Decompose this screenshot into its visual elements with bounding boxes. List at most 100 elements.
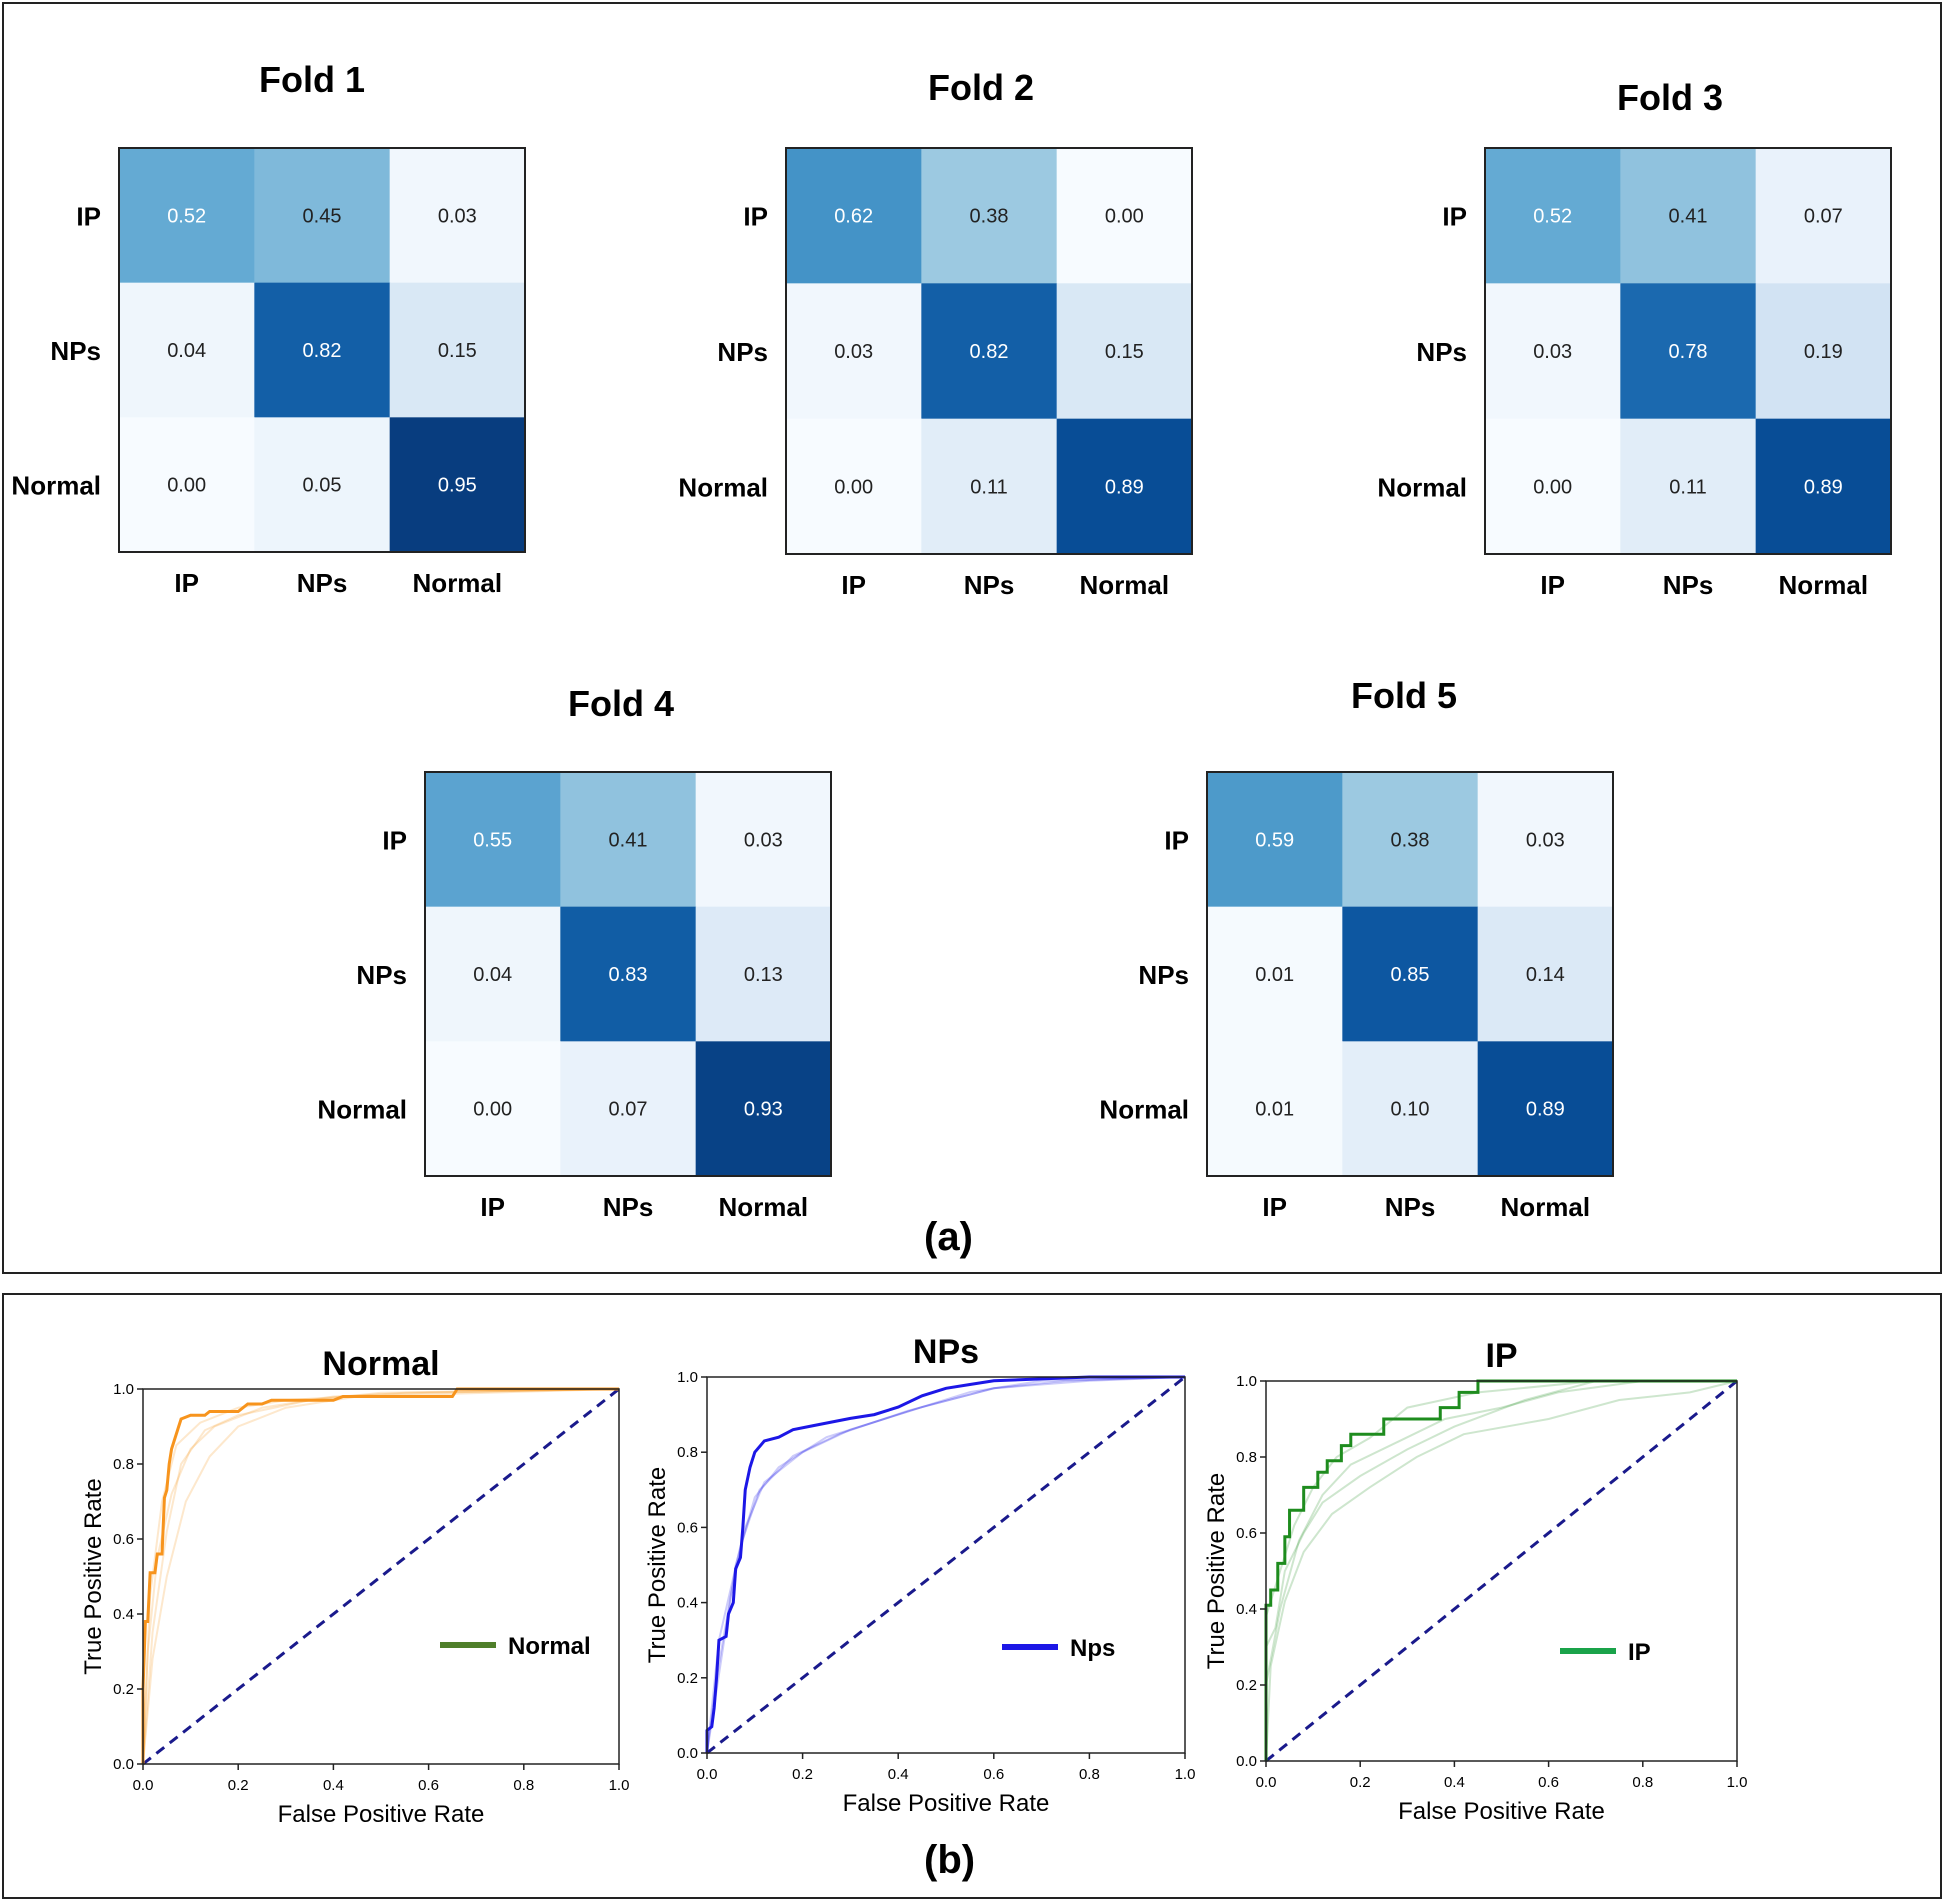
- cm-row-label: NPs: [356, 960, 407, 990]
- cm-cell-value: 0.41: [1669, 206, 1708, 228]
- roc-y-axis-label: True Positive Rate: [80, 1478, 107, 1675]
- roc-fold-curve: [1265, 1380, 1737, 1761]
- roc-legend-label: Normal: [508, 1633, 591, 1660]
- cm-row-label: IP: [1442, 202, 1467, 232]
- roc-y-tick-label: 1.0: [1236, 1373, 1257, 1390]
- cm-cell-value: 0.89: [1105, 476, 1144, 498]
- cm-cell: [389, 282, 526, 418]
- cm-cell: [1620, 148, 1757, 284]
- cm-row-label: IP: [382, 825, 407, 855]
- roc-x-tick-label: 0.0: [1256, 1774, 1277, 1791]
- cm-cell-value: 0.89: [1526, 1099, 1565, 1121]
- cm-col-label: Normal: [413, 568, 503, 598]
- cm-cell: [1755, 283, 1892, 420]
- roc-title: NPs: [913, 1333, 979, 1371]
- cm-cell-value: 0.59: [1255, 829, 1294, 851]
- panel-a-label: (a): [924, 1215, 973, 1259]
- cm-cell: [1207, 906, 1343, 1042]
- cm-cell-value: 0.03: [1526, 829, 1565, 851]
- cm-cell-value: 0.85: [1391, 964, 1430, 986]
- cm-cell-value: 0.83: [609, 964, 648, 986]
- cm-cell-value: 0.52: [1533, 206, 1572, 228]
- cm-cell: [1755, 418, 1892, 555]
- cm-cell: [560, 906, 697, 1042]
- roc-y-tick-label: 0.6: [677, 1519, 698, 1536]
- cm-row-label: IP: [1164, 825, 1189, 855]
- cm-cell-value: 0.04: [167, 340, 206, 362]
- cm-cell-value: 0.03: [744, 829, 783, 851]
- cm-cell: [1755, 148, 1892, 284]
- cm-row-label: Normal: [678, 472, 768, 502]
- roc-legend-label: Nps: [1070, 1635, 1115, 1662]
- cm-row-label: IP: [743, 202, 768, 232]
- cm-cell: [1207, 1041, 1343, 1177]
- cm-cell: [1056, 283, 1193, 420]
- cm-col-label: NPs: [1385, 1192, 1436, 1222]
- cm-cell: [1477, 1041, 1614, 1177]
- cm-title: Fold 1: [259, 59, 365, 100]
- cm-frame: [785, 147, 1193, 555]
- cm-col-label: NPs: [603, 1192, 654, 1222]
- cm-title: Fold 4: [568, 683, 674, 724]
- roc-x-tick-label: 0.4: [323, 1777, 344, 1794]
- cm-col-label: IP: [480, 1192, 505, 1222]
- cm-cell: [119, 417, 255, 553]
- roc-title: Normal: [322, 1345, 439, 1383]
- roc-chance-line: [706, 1375, 1186, 1755]
- cm-row-label: Normal: [1099, 1095, 1189, 1125]
- roc-x-tick-label: 0.2: [228, 1777, 249, 1794]
- roc-x-tick-label: 0.8: [1079, 1766, 1100, 1783]
- cm-col-label: NPs: [1663, 570, 1714, 600]
- cm-cell-value: 0.38: [1391, 829, 1430, 851]
- roc-x-axis-label: False Positive Rate: [278, 1801, 485, 1828]
- roc-x-tick-label: 0.6: [418, 1777, 439, 1794]
- cm-cell-value: 0.78: [1669, 341, 1708, 363]
- cm-title: Fold 5: [1351, 675, 1457, 716]
- cm-cell: [1485, 283, 1621, 420]
- roc-x-tick-label: 0.4: [1444, 1774, 1465, 1791]
- cm-cell-value: 0.62: [834, 206, 873, 228]
- roc-y-tick-label: 1.0: [113, 1381, 134, 1398]
- roc-x-tick-label: 1.0: [1175, 1766, 1196, 1783]
- cm-cell: [1207, 772, 1343, 908]
- roc-y-tick-label: 0.8: [677, 1444, 698, 1461]
- cm-cell-value: 0.95: [438, 475, 477, 497]
- cm-row-label: IP: [76, 201, 101, 231]
- cm-cell-value: 0.00: [473, 1099, 512, 1121]
- cm-cell-value: 0.82: [303, 340, 342, 362]
- cm-row-label: NPs: [50, 336, 101, 366]
- cm-cell: [1342, 772, 1479, 908]
- cm-cell: [254, 417, 391, 553]
- roc-x-tick-label: 0.0: [697, 1766, 718, 1783]
- cm-col-label: Normal: [1779, 570, 1869, 600]
- roc-x-axis-label: False Positive Rate: [843, 1790, 1050, 1817]
- cm-cell-value: 0.00: [167, 475, 206, 497]
- cm-cell: [1620, 418, 1757, 555]
- cm-cell-value: 0.89: [1804, 476, 1843, 498]
- roc-y-tick-label: 0.8: [1236, 1449, 1257, 1466]
- cm-cell: [254, 148, 391, 284]
- roc-y-tick-label: 1.0: [677, 1369, 698, 1386]
- cm-col-label: IP: [1262, 1192, 1287, 1222]
- cm-row-label: NPs: [1416, 337, 1467, 367]
- panel-b: [2, 1293, 1942, 1899]
- roc-y-axis-label: True Positive Rate: [1203, 1473, 1230, 1670]
- roc-x-tick-label: 0.4: [888, 1766, 909, 1783]
- cm-cell-value: 0.00: [834, 476, 873, 498]
- roc-y-tick-label: 0.6: [1236, 1525, 1257, 1542]
- cm-cell: [1342, 1041, 1479, 1177]
- roc-y-tick-label: 0.0: [1236, 1753, 1257, 1770]
- cm-cell-value: 0.13: [744, 964, 783, 986]
- cm-row-label: NPs: [717, 337, 768, 367]
- cm-cell: [560, 772, 697, 908]
- cm-cell-value: 0.41: [609, 829, 648, 851]
- roc-x-tick-label: 1.0: [1727, 1774, 1748, 1791]
- roc-frame: [706, 1376, 1186, 1754]
- roc-main-curve: [705, 1375, 1185, 1753]
- roc-frame: [142, 1388, 620, 1765]
- roc-main-curve: [141, 1387, 619, 1764]
- cm-cell-value: 0.15: [1105, 341, 1144, 363]
- cm-cell-value: 0.01: [1255, 1099, 1294, 1121]
- cm-cell-value: 0.38: [970, 206, 1009, 228]
